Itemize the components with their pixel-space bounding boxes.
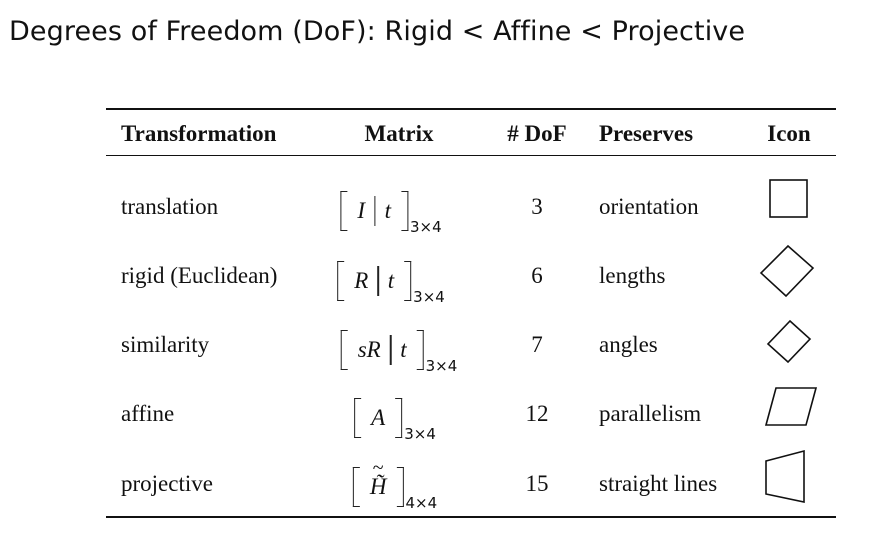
row-translation-preserves: orientation	[599, 194, 699, 219]
rotated-square-icon	[758, 243, 816, 301]
row-projective-preserves: straight lines	[599, 471, 718, 496]
row-affine-preserves: parallelism	[599, 401, 702, 426]
row-projective-dof: 15	[525, 471, 549, 496]
row-affine-dof: 12	[525, 401, 549, 426]
table-top-rule	[106, 108, 836, 110]
table-header-rule	[106, 155, 836, 156]
parallelogram-icon	[763, 385, 819, 429]
row-projective-matrix: H̃4×4	[352, 467, 437, 512]
row-translation-dof: 3	[531, 194, 543, 219]
row-rigid-dof: 6	[531, 263, 543, 288]
header-icon: Icon	[767, 121, 811, 146]
header-matrix: Matrix	[364, 121, 434, 146]
header-transformation: Transformation	[121, 121, 277, 146]
header-dof: # DoF	[507, 121, 567, 146]
row-projective-name: projective	[121, 471, 213, 496]
row-translation-name: translation	[121, 194, 219, 219]
slide-title: Degrees of Freedom (DoF): Rigid < Affine…	[9, 16, 746, 47]
row-affine-name: affine	[121, 401, 175, 426]
table-bottom-rule	[106, 516, 836, 518]
row-similarity-matrix: sR t 3×4	[340, 330, 457, 375]
row-affine-matrix: A 3×4	[354, 398, 436, 443]
row-similarity-dof: 7	[531, 332, 543, 357]
square-icon	[768, 178, 810, 220]
row-similarity-preserves: angles	[599, 332, 658, 357]
small-rotated-square-icon	[765, 318, 813, 366]
row-rigid-preserves: lengths	[599, 263, 666, 288]
header-preserves: Preserves	[599, 121, 694, 146]
trapezoid-icon	[762, 448, 808, 506]
row-similarity-name: similarity	[121, 332, 210, 357]
row-rigid-name: rigid (Euclidean)	[121, 263, 278, 288]
